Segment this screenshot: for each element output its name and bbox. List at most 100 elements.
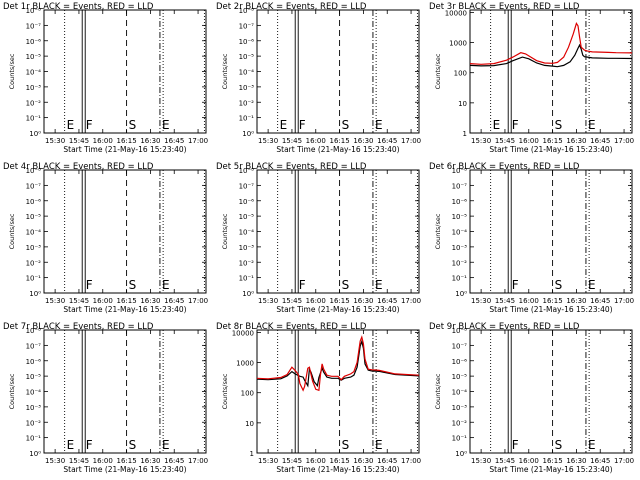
y-tick-label: 10⁻⁸ [239, 7, 255, 15]
y-tick-label: 10⁻² [26, 259, 42, 267]
marker-label: E [375, 118, 383, 132]
x-tick-label: 15:45 [495, 297, 515, 305]
marker-label: S [342, 438, 350, 452]
y-tick-label: 10⁻⁸ [452, 167, 468, 175]
x-tick-label: 17:00 [188, 137, 208, 145]
y-tick-label: 10⁻⁶ [239, 198, 255, 206]
x-tick-label: 16:45 [377, 137, 397, 145]
x-tick-label: 15:45 [282, 297, 302, 305]
x-tick-label: 16:00 [519, 137, 539, 145]
y-tick-label: 10⁻⁴ [239, 69, 255, 77]
y-tick-label: 10⁻³ [452, 244, 468, 252]
y-tick-label: 10 [458, 100, 467, 108]
y-tick-label: 10⁻² [26, 419, 42, 427]
y-tick-label: 10⁻⁷ [26, 22, 42, 30]
x-tick-label: 17:00 [188, 457, 208, 465]
x-tick-label: 15:30 [45, 457, 65, 465]
y-axis-label: Counts/sec [221, 53, 229, 89]
x-tick-label: 16:15 [329, 137, 349, 145]
panel-det-9: Det 9r BLACK = Events, RED = LLD 10⁰ 10⁻¹ 1… [429, 322, 634, 474]
marker-label: E [493, 118, 501, 132]
x-tick-label: 16:45 [164, 457, 184, 465]
y-tick-label: 1 [250, 450, 254, 458]
y-tick-label: 10⁻⁵ [26, 213, 42, 221]
marker-label: F [512, 118, 519, 132]
x-tick-label: 16:45 [377, 457, 397, 465]
x-tick-label: 16:15 [329, 457, 349, 465]
y-tick-label: 10⁻³ [239, 84, 255, 92]
y-tick-label: 10⁻² [452, 419, 468, 427]
x-tick-label: 16:15 [542, 457, 562, 465]
plot-frame [256, 9, 420, 134]
marker-label: F [299, 118, 306, 132]
y-tick-label: 10⁻² [26, 99, 42, 107]
panel-title: Det 3r BLACK = Events, RED = LLD [429, 2, 580, 12]
x-axis-label: Start Time (21-May-16 15:23:40) [276, 465, 399, 474]
x-tick-label: 15:30 [471, 457, 491, 465]
x-tick-label: 15:45 [69, 457, 89, 465]
x-tick-label: 16:45 [164, 137, 184, 145]
plot-frame [469, 169, 633, 294]
marker-label: E [375, 278, 383, 292]
x-tick-label: 16:45 [590, 297, 610, 305]
x-tick-label: 15:30 [45, 137, 65, 145]
y-tick-label: 10⁻² [239, 259, 255, 267]
y-tick-label: 10⁰ [29, 450, 41, 458]
x-axis-label: Start Time (21-May-16 15:23:40) [63, 145, 186, 154]
x-tick-label: 16:15 [116, 137, 136, 145]
y-tick-label: 10⁰ [455, 290, 467, 298]
lld-series-line [469, 22, 633, 65]
marker-label: E [67, 118, 75, 132]
x-tick-label: 16:00 [519, 457, 539, 465]
marker-label: S [342, 118, 350, 132]
y-tick-label: 10⁻⁴ [452, 389, 468, 397]
marker-label: E [162, 278, 170, 292]
y-tick-label: 10⁻⁵ [452, 213, 468, 221]
panel-det-4: Det 4r BLACK = Events, RED = LLD 10⁰ 10⁻¹ 1… [3, 162, 208, 314]
y-tick-label: 1 [463, 130, 467, 138]
y-tick-label: 10⁻⁴ [26, 389, 42, 397]
x-tick-label: 17:00 [614, 457, 634, 465]
y-tick-label: 10⁻¹ [452, 435, 468, 443]
y-tick-label: 10⁻⁶ [26, 38, 42, 46]
y-tick-label: 10⁻⁷ [239, 182, 255, 190]
y-axis-label: Counts/sec [8, 53, 16, 89]
marker-label: S [342, 278, 350, 292]
x-tick-label: 16:00 [306, 137, 326, 145]
x-tick-label: 15:30 [258, 137, 278, 145]
panel-title: Det 8r BLACK = Events, RED = LLD [216, 322, 367, 332]
y-tick-label: 10⁰ [29, 290, 41, 298]
x-tick-label: 15:30 [471, 297, 491, 305]
y-tick-label: 10⁻⁷ [26, 342, 42, 350]
x-tick-label: 16:00 [93, 297, 113, 305]
x-tick-label: 15:30 [45, 297, 65, 305]
events-series-line [256, 339, 420, 388]
x-tick-label: 16:15 [116, 297, 136, 305]
x-tick-label: 16:45 [590, 137, 610, 145]
y-axis-label: Counts/sec [434, 373, 442, 409]
y-tick-label: 10⁻⁶ [452, 198, 468, 206]
y-tick-label: 10⁻⁸ [452, 327, 468, 335]
y-tick-label: 10⁻³ [26, 84, 42, 92]
y-axis-label: Counts/sec [221, 213, 229, 249]
y-tick-label: 10⁻⁸ [26, 7, 42, 15]
marker-label: E [588, 278, 596, 292]
x-axis-label: Start Time (21-May-16 15:23:40) [489, 305, 612, 314]
x-tick-label: 15:30 [258, 457, 278, 465]
x-axis-label: Start Time (21-May-16 15:23:40) [63, 465, 186, 474]
x-tick-label: 15:30 [471, 137, 491, 145]
y-tick-label: 10⁻⁶ [239, 38, 255, 46]
marker-label: E [375, 438, 383, 452]
panel-det-8: Det 8r BLACK = Events, RED = LLD 1 10 100 10… [216, 322, 421, 474]
x-tick-label: 15:30 [258, 297, 278, 305]
y-tick-label: 10⁰ [29, 130, 41, 138]
x-tick-label: 16:45 [377, 297, 397, 305]
panel-title: Det 1r BLACK = Events, RED = LLD [3, 2, 154, 12]
y-tick-label: 10⁻⁴ [452, 229, 468, 237]
panel-title: Det 2r BLACK = Events, RED = LLD [216, 2, 367, 12]
x-tick-label: 15:45 [69, 137, 89, 145]
y-tick-label: 10⁻¹ [452, 275, 468, 283]
x-axis-label: Start Time (21-May-16 15:23:40) [489, 465, 612, 474]
y-tick-label: 10⁻⁶ [452, 358, 468, 366]
